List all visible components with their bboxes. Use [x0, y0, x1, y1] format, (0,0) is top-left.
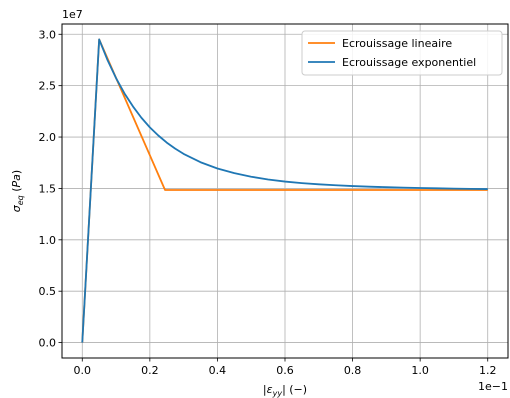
x-tick-label: 0.8 — [344, 364, 362, 377]
x-axis-label-text: |εyy| (−) — [263, 383, 307, 398]
x-tick-label: 0.2 — [141, 364, 159, 377]
y-axis-label-text: σeq (Pa) — [10, 170, 25, 212]
x-tick-label: 1.0 — [411, 364, 429, 377]
y-tick-label: 3.0 — [39, 28, 57, 41]
x-tick-label: 0.6 — [276, 364, 294, 377]
x-tick-label: 0.4 — [209, 364, 227, 377]
y-tick-label: 0.5 — [39, 285, 57, 298]
legend: Ecrouissage lineaire Ecrouissage exponent… — [301, 30, 503, 76]
x-tick-label: 1.2 — [479, 364, 497, 377]
legend-label-0: Ecrouissage lineaire — [342, 37, 452, 50]
y-axis-ticks: 0.0 0.5 1.0 1.5 2.0 2.5 3.0 — [39, 28, 62, 350]
y-tick-label: 2.0 — [39, 131, 57, 144]
y-tick-label: 1.5 — [39, 182, 57, 195]
x-axis-ticks: 0.0 0.2 0.4 0.6 0.8 1.0 1.2 — [74, 358, 497, 377]
y-tick-label: 1.0 — [39, 234, 57, 247]
y-axis-label: σeq (Pa) — [10, 170, 25, 212]
y-offset-text: 1e7 — [62, 8, 83, 21]
y-tick-label: 2.5 — [39, 80, 57, 93]
grid-lines — [62, 24, 508, 358]
x-offset-text: 1e−1 — [478, 380, 508, 393]
series-line-1 — [81, 38, 488, 343]
series-layer — [81, 38, 488, 343]
legend-box — [301, 30, 503, 76]
y-tick-label: 0.0 — [39, 337, 57, 350]
x-axis-label: |εyy| (−) — [263, 383, 307, 398]
x-tick-label: 0.0 — [74, 364, 92, 377]
legend-label-1: Ecrouissage exponentiel — [342, 56, 476, 69]
